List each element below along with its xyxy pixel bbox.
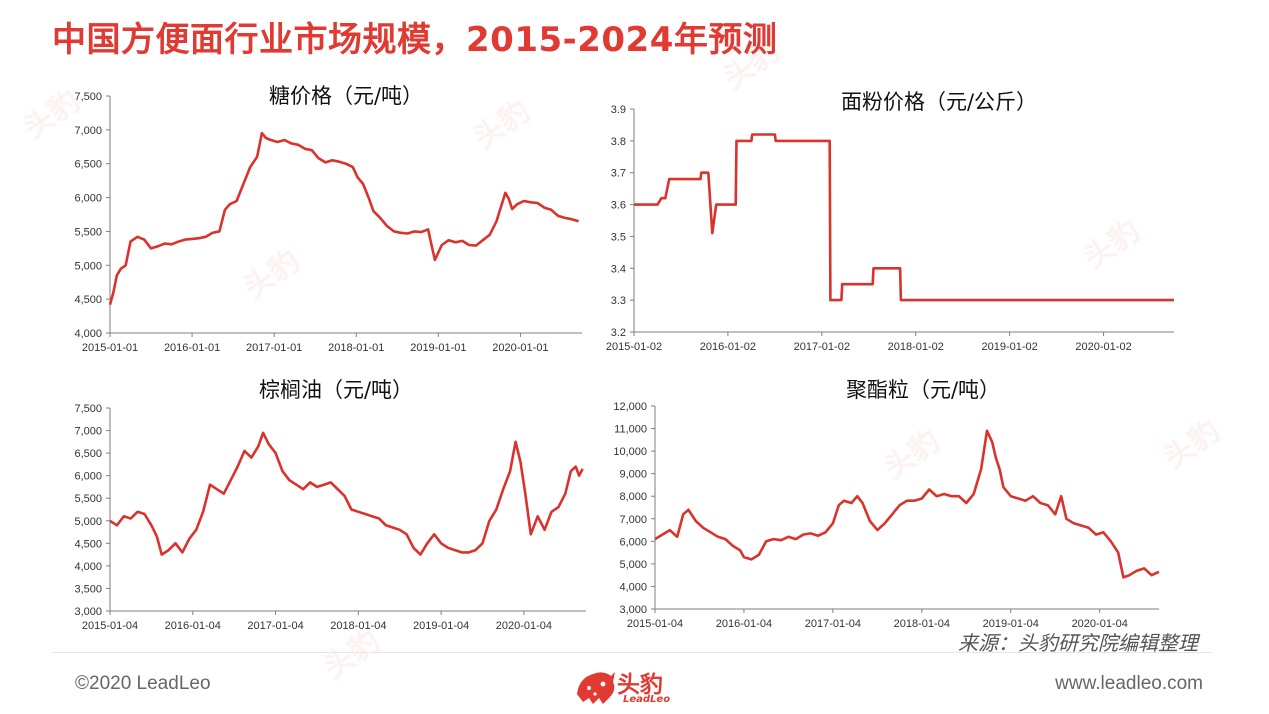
y-tick-label: 3.9: [611, 104, 626, 116]
y-tick-label: 5,000: [74, 260, 102, 272]
page-title: 中国方便面行业市场规模，2015-2024年预测: [52, 20, 778, 60]
chart-plot: 3,000 3,500 4,000 4,500 5,000 5,500 6,000 6,500…: [74, 403, 586, 632]
y-tick-label: 6,000: [74, 193, 102, 205]
y-tick-label: 3.7: [611, 168, 626, 180]
x-tick-label: 2017-01-04: [247, 620, 303, 632]
chart-palm-oil: 棕榈油（元/吨） 3,000 3,500 4,000 4,500 5,000 5,500 6…: [10, 366, 590, 634]
x-tick-label: 2016-01-04: [716, 618, 772, 630]
chart-title: 聚酯粒（元/吨）: [845, 378, 1001, 402]
x-tick-label: 2020-01-04: [496, 620, 552, 632]
y-tick-label: 6,000: [619, 536, 647, 548]
x-tick-label: 2015-01-04: [627, 618, 683, 630]
y-tick-label: 5,500: [74, 226, 102, 238]
y-tick-label: 3,500: [74, 583, 102, 595]
y-tick-label: 7,000: [619, 514, 647, 526]
y-tick-label: 5,000: [74, 516, 102, 528]
y-tick-label: 3,000: [619, 604, 647, 616]
y-tick-label: 12,000: [613, 401, 647, 413]
chart-flour: 面粉价格（元/公斤） 3.2 3.3 3.4 3.5 3.6 3.7 3.8 3.9 2015-…: [580, 78, 1200, 368]
y-tick-label: 5,000: [619, 559, 647, 571]
y-tick-label: 10,000: [613, 446, 647, 458]
logo-subtext: LeadLeo: [623, 694, 671, 705]
series-line: [109, 431, 584, 556]
x-tick-label: 2019-01-04: [413, 620, 469, 632]
y-tick-label: 3.4: [611, 263, 626, 275]
y-tick-label: 4,000: [74, 561, 102, 573]
y-tick-label: 6,500: [74, 448, 102, 460]
website-link[interactable]: www.leadleo.com: [1055, 673, 1203, 694]
chart-polyester: 聚酯粒（元/吨） 3,000 4,000 5,000 6,000 7,000 8,000 9…: [580, 366, 1180, 634]
x-tick-label: 2018-01-04: [330, 620, 386, 632]
y-tick-label: 5,500: [74, 493, 102, 505]
series-line: [634, 133, 1174, 302]
x-tick-label: 2015-01-04: [82, 620, 138, 632]
chart-sugar: 糖价格（元/吨） 4,000 4,500 5,000 5,500 6,000 6,500 7…: [10, 78, 590, 368]
x-tick-label: 2016-01-04: [165, 620, 221, 632]
series-line: [108, 131, 579, 305]
x-tick-label: 2017-01-04: [805, 618, 861, 630]
copyright: ©2020 LeadLeo: [75, 673, 211, 694]
y-tick-label: 4,500: [74, 538, 102, 550]
y-tick-label: 9,000: [619, 469, 647, 481]
logo-text: 头豹: [617, 672, 663, 698]
y-tick-label: 6,000: [74, 471, 102, 483]
source-note: 来源：头豹研究院编辑整理: [958, 631, 1198, 655]
y-tick-label: 3.2: [611, 327, 626, 339]
leadleo-logo[interactable]: 头豹 LeadLeo: [573, 664, 703, 710]
x-tick-label: 2017-01-02: [794, 341, 850, 353]
x-tick-label: 2018-01-04: [894, 618, 950, 630]
x-tick-label: 2015-01-02: [606, 341, 662, 353]
x-tick-label: 2019-01-02: [982, 341, 1038, 353]
leopard-icon: [577, 672, 615, 704]
y-tick-label: 7,000: [74, 426, 102, 438]
y-tick-label: 4,000: [74, 328, 102, 340]
y-tick-label: 7,000: [74, 125, 102, 137]
y-tick-label: 11,000: [614, 424, 647, 436]
x-tick-label: 2018-01-02: [888, 341, 944, 353]
y-tick-label: 3.6: [611, 200, 626, 212]
x-tick-label: 2020-01-01: [492, 342, 548, 354]
y-tick-label: 8,000: [619, 491, 647, 503]
y-tick-label: 4,500: [74, 294, 102, 306]
y-tick-label: 3.5: [611, 231, 626, 243]
x-tick-label: 2019-01-01: [410, 342, 466, 354]
x-tick-label: 2016-01-01: [164, 342, 220, 354]
chart-plot: 4,000 4,500 5,000 5,500 6,000 6,500 7,000 7,500…: [74, 91, 582, 354]
y-tick-label: 6,500: [74, 159, 102, 171]
y-tick-label: 3.3: [611, 295, 626, 307]
chart-plot: 3.2 3.3 3.4 3.5 3.6 3.7 3.8 3.9 2015-01-02 2016-0…: [606, 104, 1174, 353]
y-tick-label: 3.8: [611, 136, 626, 148]
x-tick-label: 2020-01-02: [1075, 341, 1131, 353]
x-tick-label: 2017-01-01: [246, 342, 302, 354]
chart-title: 棕榈油（元/吨）: [258, 378, 414, 402]
y-tick-label: 7,500: [74, 403, 102, 415]
y-tick-label: 3,000: [74, 606, 102, 618]
chart-plot: 3,000 4,000 5,000 6,000 7,000 8,000 9,000 10,00…: [613, 401, 1160, 630]
x-tick-label: 2015-01-01: [82, 342, 138, 354]
y-tick-label: 7,500: [74, 91, 102, 103]
series-line: [654, 429, 1160, 579]
chart-title: 糖价格（元/吨）: [268, 84, 424, 108]
x-tick-label: 2016-01-02: [700, 341, 756, 353]
y-tick-label: 4,000: [619, 581, 647, 593]
footer-divider: [52, 652, 1212, 653]
x-tick-label: 2018-01-01: [328, 342, 384, 354]
x-tick-label: 2019-01-04: [983, 618, 1039, 630]
chart-title: 面粉价格（元/公斤）: [840, 90, 1038, 114]
x-tick-label: 2020-01-04: [1072, 618, 1128, 630]
